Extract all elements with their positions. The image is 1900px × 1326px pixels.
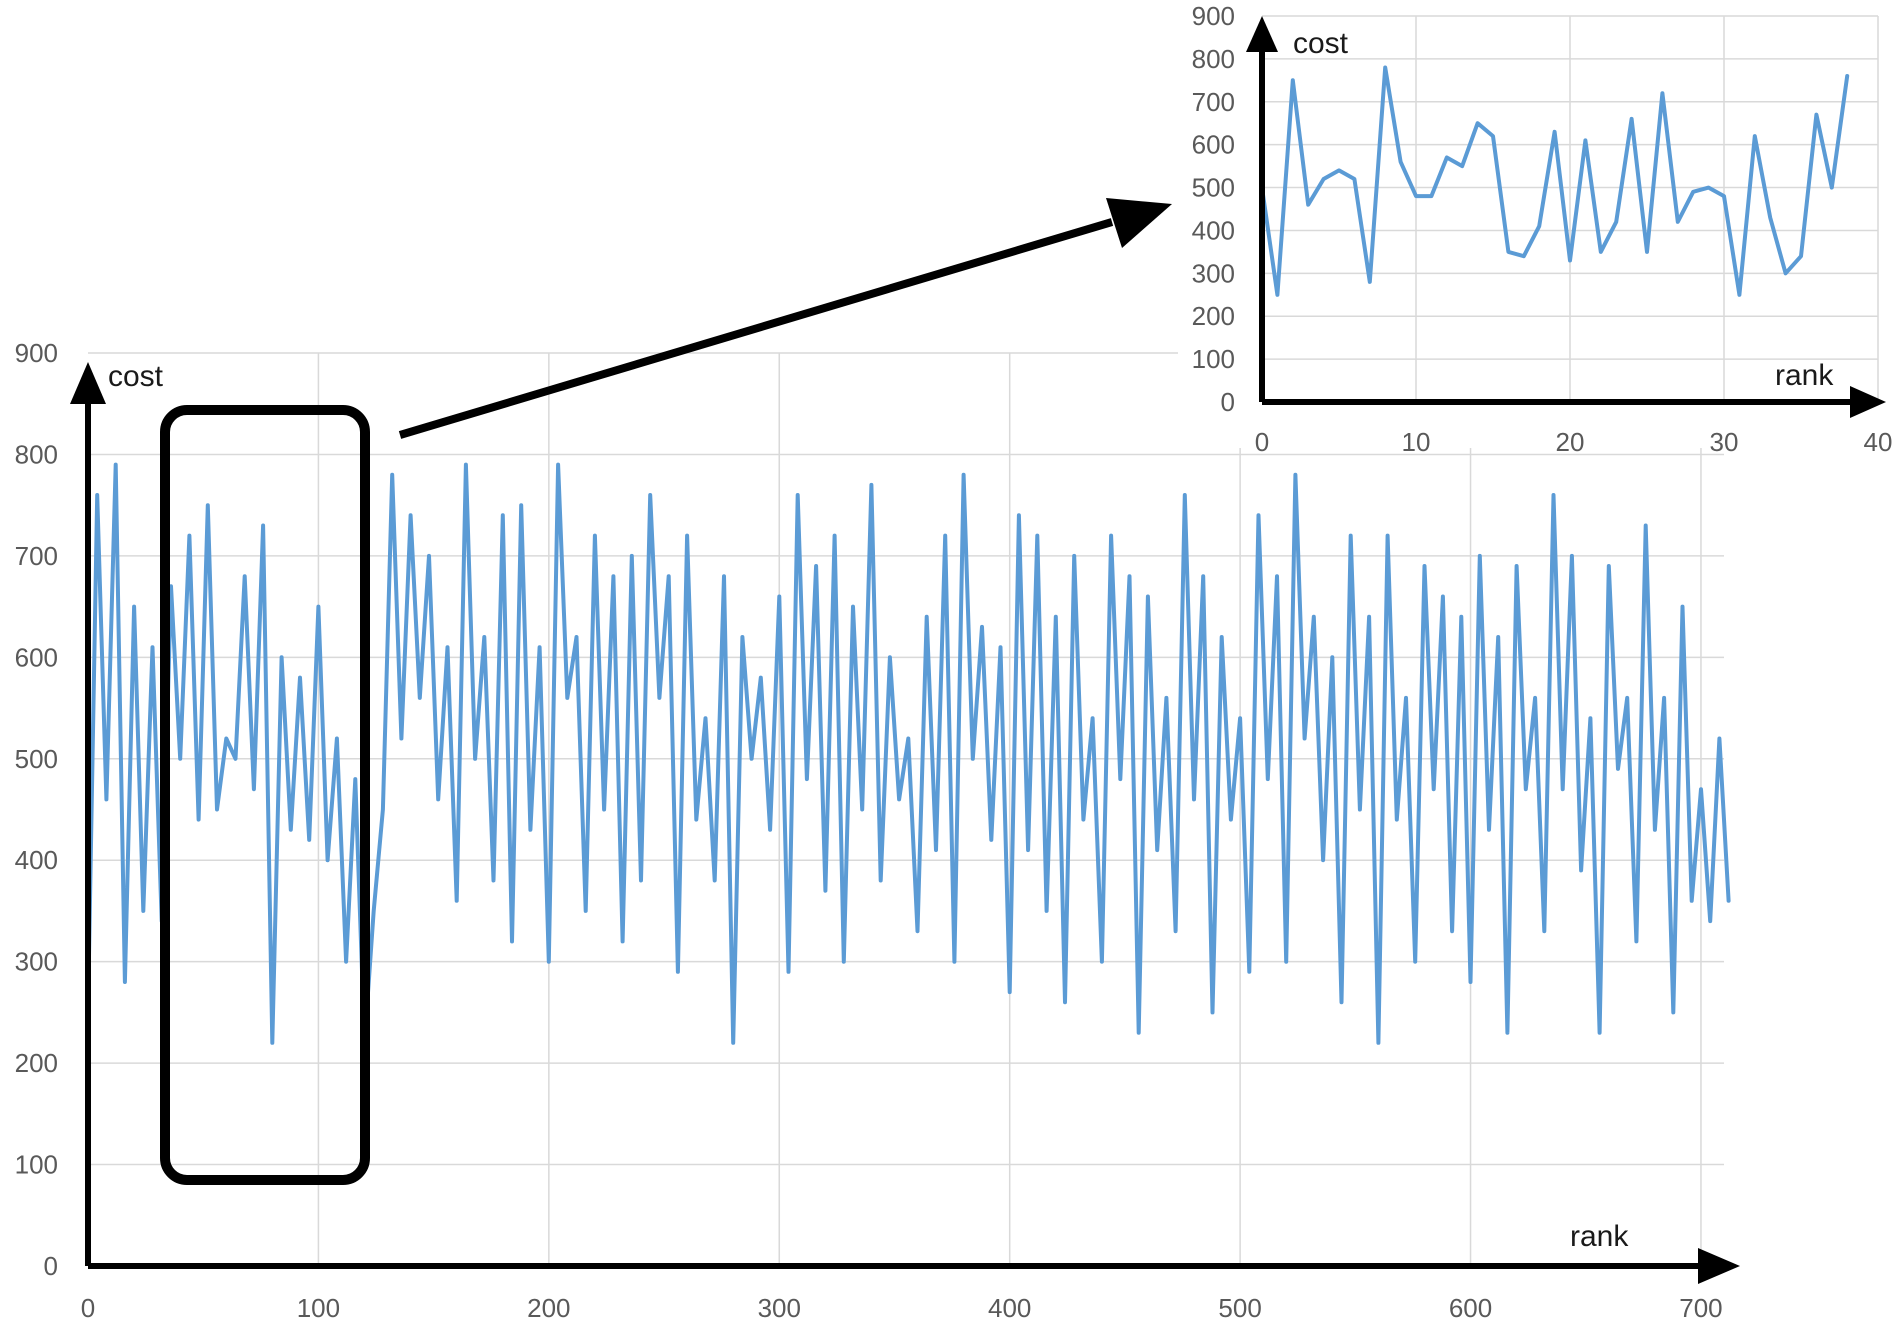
main-y-tick-label: 700 xyxy=(15,541,58,571)
inset-x-tick-label: 40 xyxy=(1864,427,1893,457)
inset-x-tick-label: 30 xyxy=(1710,427,1739,457)
main-x-tick-labels: 0 100 200 300 400 500 600 700 xyxy=(81,1293,1723,1323)
inset-y-tick-labels: 0 100 200 300 400 500 600 700 800 900 xyxy=(1192,1,1235,417)
inset-y-tick-label: 700 xyxy=(1192,87,1235,117)
main-x-axis-arrowhead xyxy=(1698,1248,1740,1284)
inset-x-tick-label: 10 xyxy=(1402,427,1431,457)
main-x-tick-label: 500 xyxy=(1218,1293,1261,1323)
inset-y-tick-label: 300 xyxy=(1192,258,1235,288)
inset-chart: 0 100 200 300 400 500 600 700 800 900 0 10 20 30 40 c… xyxy=(1178,0,1900,457)
zoom-selection-box xyxy=(160,405,370,1185)
main-x-tick-label: 700 xyxy=(1679,1293,1722,1323)
inset-y-axis-arrowhead xyxy=(1246,16,1278,52)
main-x-tick-label: 600 xyxy=(1449,1293,1492,1323)
inset-series-line xyxy=(1260,65,1850,297)
inset-y-tick-label: 600 xyxy=(1192,130,1235,160)
main-y-axis-arrowhead xyxy=(70,362,106,404)
main-y-tick-label: 400 xyxy=(15,845,58,875)
main-y-tick-labels: 0 100 200 300 400 500 600 700 800 900 xyxy=(15,338,58,1281)
main-y-tick-label: 500 xyxy=(15,744,58,774)
main-y-axis-title: cost xyxy=(108,360,164,393)
inset-y-tick-label: 800 xyxy=(1192,44,1235,74)
main-x-tick-label: 300 xyxy=(758,1293,801,1323)
main-x-tick-label: 0 xyxy=(81,1293,95,1323)
main-y-tick-label: 200 xyxy=(15,1048,58,1078)
inset-y-tick-label: 500 xyxy=(1192,173,1235,203)
main-x-tick-label: 200 xyxy=(527,1293,570,1323)
inset-y-tick-label: 100 xyxy=(1192,344,1235,374)
main-x-tick-label: 400 xyxy=(988,1293,1031,1323)
inset-x-tick-labels: 0 10 20 30 40 xyxy=(1255,427,1893,457)
main-y-tick-label: 0 xyxy=(44,1251,58,1281)
main-y-tick-label: 600 xyxy=(15,642,58,672)
zoom-callout-arrow xyxy=(398,198,1172,439)
inset-y-tick-label: 200 xyxy=(1192,301,1235,331)
inset-y-tick-label: 0 xyxy=(1221,387,1235,417)
main-y-tick-label: 100 xyxy=(15,1150,58,1180)
main-y-tick-label: 300 xyxy=(15,947,58,977)
inset-x-axis-arrowhead xyxy=(1850,386,1886,418)
main-y-tick-label: 800 xyxy=(15,439,58,469)
inset-y-tick-label: 900 xyxy=(1192,1,1235,31)
main-x-axis-title: rank xyxy=(1570,1220,1629,1253)
main-series-line xyxy=(86,462,1731,1045)
main-x-tick-label: 100 xyxy=(297,1293,340,1323)
inset-y-axis-title: cost xyxy=(1293,27,1349,60)
inset-x-tick-label: 20 xyxy=(1556,427,1585,457)
main-y-tick-label: 900 xyxy=(15,338,58,368)
inset-y-tick-label: 400 xyxy=(1192,215,1235,245)
inset-x-axis-title: rank xyxy=(1775,359,1834,392)
inset-x-tick-label: 0 xyxy=(1255,427,1269,457)
inset-gridlines xyxy=(1262,15,1879,403)
